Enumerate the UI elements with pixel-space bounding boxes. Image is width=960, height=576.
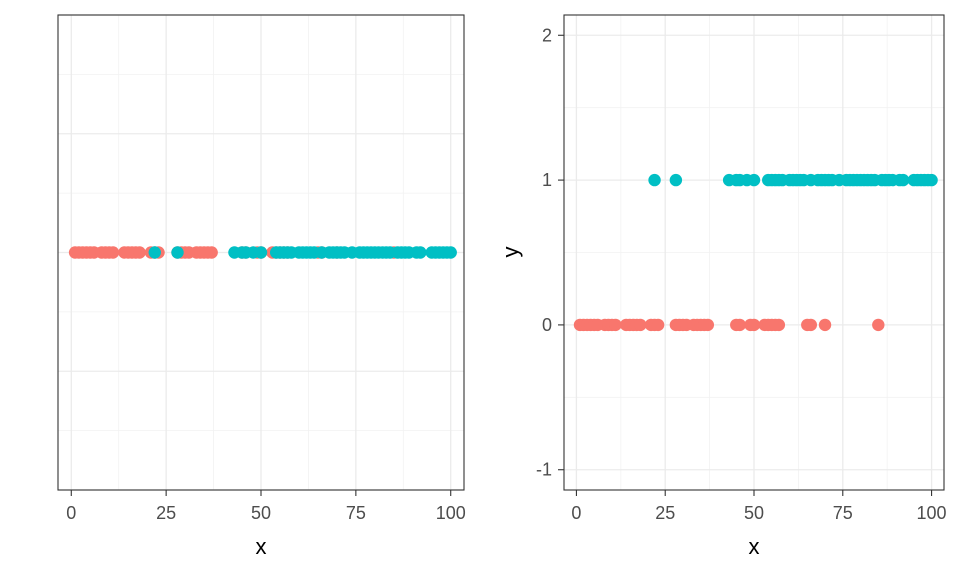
right-y-tick-label: -1 bbox=[536, 460, 552, 480]
right-data-point-group1 bbox=[925, 173, 938, 187]
left-x-tick-label: 100 bbox=[436, 503, 466, 523]
right-data-point-group1 bbox=[896, 173, 910, 187]
left-data-point-group1 bbox=[444, 246, 457, 259]
right-scatter-points bbox=[573, 173, 938, 332]
right-data-point-group0 bbox=[609, 318, 622, 332]
right-x-tick-label: 25 bbox=[655, 503, 675, 523]
right-y-axis-ticks: -1 0 1 2 bbox=[536, 25, 564, 480]
right-plot-panel: 0 25 50 75 100 -1 0 1 2 x y bbox=[498, 14, 947, 559]
left-data-point-group0 bbox=[106, 246, 120, 259]
right-x-tick-label: 75 bbox=[833, 503, 853, 523]
left-data-point-group1 bbox=[148, 246, 161, 259]
right-x-tick-label: 50 bbox=[744, 503, 764, 523]
right-data-point-group0 bbox=[872, 318, 885, 332]
right-y-tick-label: 2 bbox=[542, 25, 552, 45]
left-scatter-points bbox=[68, 246, 457, 259]
right-data-point-group1 bbox=[669, 173, 683, 187]
left-plot-panel: 0 25 50 75 100 x bbox=[57, 14, 466, 559]
right-data-point-group0 bbox=[747, 318, 761, 332]
right-data-point-group0 bbox=[701, 318, 715, 332]
right-x-tick-label: 0 bbox=[571, 503, 581, 523]
right-data-point-group0 bbox=[634, 318, 647, 332]
left-x-axis-title: x bbox=[256, 534, 267, 559]
right-data-point-group1 bbox=[747, 173, 761, 187]
right-x-axis-ticks: 0 25 50 75 100 bbox=[571, 490, 947, 523]
left-x-tick-label: 25 bbox=[156, 503, 176, 523]
left-x-tick-label: 50 bbox=[251, 503, 271, 523]
right-x-tick-label: 100 bbox=[917, 503, 947, 523]
right-y-tick-label: 0 bbox=[542, 315, 552, 335]
right-data-point-group0 bbox=[651, 318, 665, 332]
left-x-tick-label: 0 bbox=[66, 503, 76, 523]
right-data-point-group0 bbox=[733, 318, 746, 332]
left-data-point-group1 bbox=[171, 246, 184, 259]
right-data-point-group0 bbox=[772, 318, 786, 332]
left-x-axis-ticks: 0 25 50 75 100 bbox=[66, 490, 466, 523]
right-x-axis-title: x bbox=[749, 534, 760, 559]
left-data-point-group1 bbox=[414, 246, 427, 259]
left-data-point-group0 bbox=[133, 246, 146, 259]
right-data-point-group0 bbox=[818, 318, 832, 332]
right-data-point-group1 bbox=[648, 173, 661, 187]
left-data-point-group0 bbox=[205, 246, 218, 259]
right-y-tick-label: 1 bbox=[542, 170, 552, 190]
left-x-tick-label: 75 bbox=[346, 503, 366, 523]
right-data-point-group0 bbox=[804, 318, 818, 332]
left-data-point-group1 bbox=[254, 246, 268, 259]
right-y-axis-title: y bbox=[498, 247, 523, 258]
